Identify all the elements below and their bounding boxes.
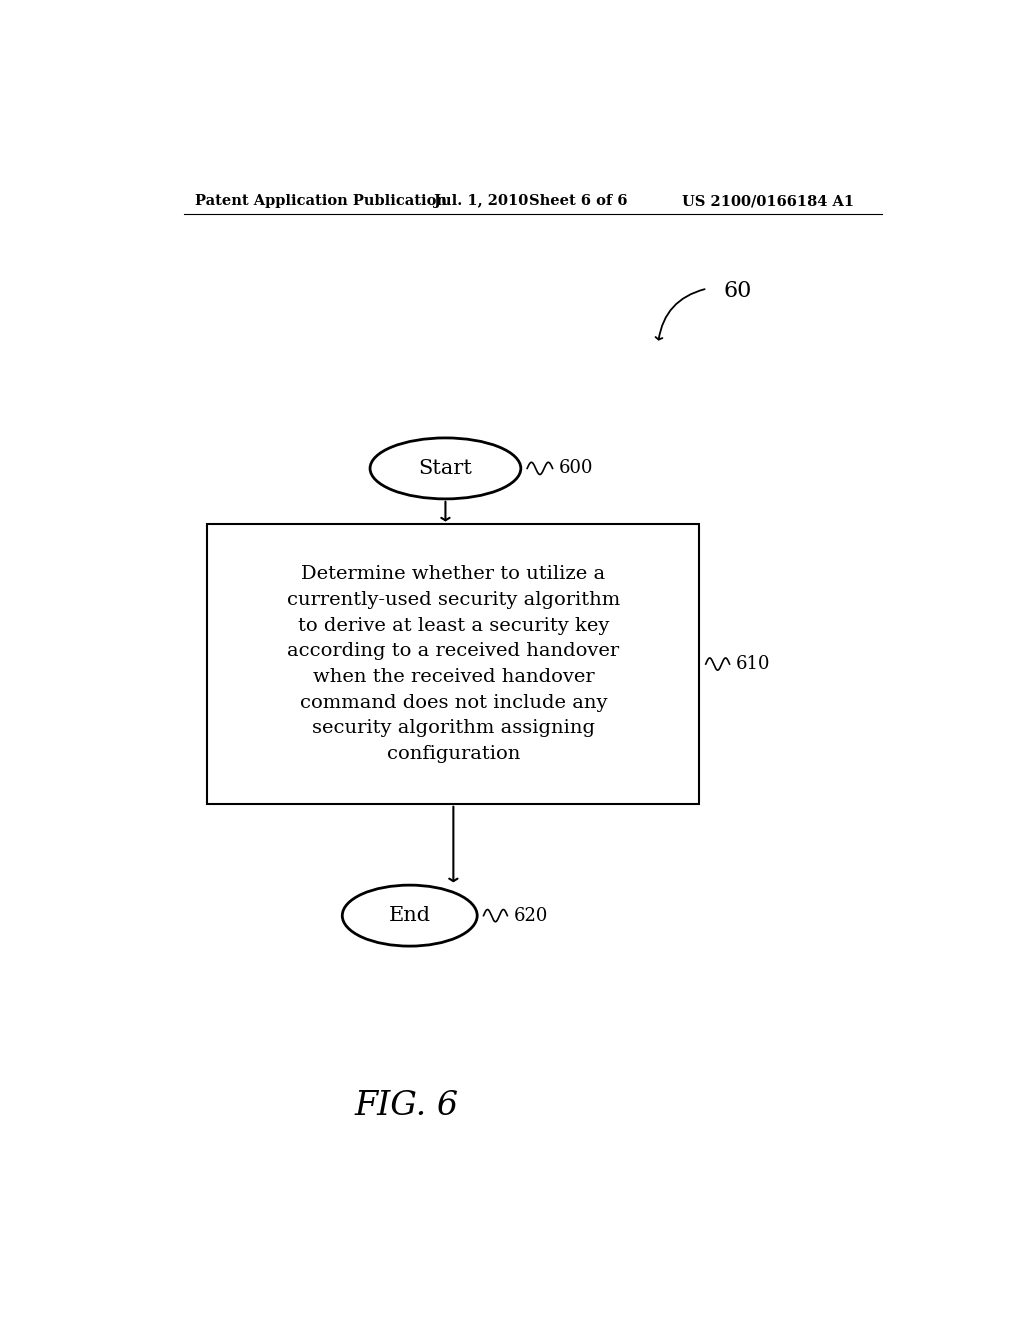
Text: End: End (389, 906, 431, 925)
Text: 600: 600 (559, 459, 594, 478)
Text: 60: 60 (723, 280, 752, 301)
Text: Determine whether to utilize a
currently-used security algorithm
to derive at le: Determine whether to utilize a currently… (287, 565, 620, 763)
Ellipse shape (370, 438, 521, 499)
Text: Sheet 6 of 6: Sheet 6 of 6 (528, 194, 628, 209)
Text: 620: 620 (514, 907, 548, 924)
Ellipse shape (342, 886, 477, 946)
Text: US 2100/0166184 A1: US 2100/0166184 A1 (682, 194, 854, 209)
Text: 610: 610 (736, 655, 770, 673)
Text: FIG. 6: FIG. 6 (354, 1090, 459, 1122)
Text: Jul. 1, 2010: Jul. 1, 2010 (433, 194, 527, 209)
Text: Patent Application Publication: Patent Application Publication (196, 194, 447, 209)
Bar (207, 524, 699, 804)
Text: Start: Start (419, 459, 472, 478)
